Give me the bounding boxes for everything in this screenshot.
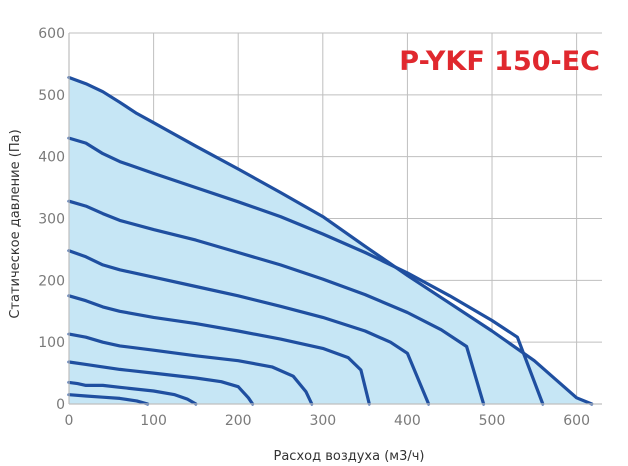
operating-area-fill — [69, 77, 592, 404]
series-line-3 — [67, 199, 486, 406]
y-tick-label: 200 — [38, 273, 65, 289]
y-tick-label: 0 — [56, 397, 65, 413]
tick-labels: 0 100 200 300 400 500 600 0 100 200 300 400 500 600 — [38, 26, 590, 429]
series-line-6 — [67, 332, 314, 406]
x-tick-label: 500 — [479, 413, 506, 429]
x-tick-label: 300 — [309, 413, 336, 429]
y-axis-title: Статическое давление (Па) — [8, 129, 23, 318]
series-line-5 — [67, 294, 371, 406]
series-line-9 — [67, 393, 150, 406]
x-tick-label: 200 — [225, 413, 252, 429]
x-axis-title: Расход воздуха (м3/ч) — [273, 449, 424, 464]
y-tick-label: 300 — [38, 212, 65, 228]
series-line-2 — [67, 136, 545, 406]
y-tick-label: 600 — [38, 26, 65, 42]
y-tick-label: 100 — [38, 335, 65, 351]
series-line-4 — [67, 249, 431, 406]
x-tick-label: 600 — [563, 413, 590, 429]
series-line-8 — [67, 380, 198, 406]
x-tick-label: 0 — [65, 413, 74, 429]
chart-title: P-YKF 150-EC — [399, 46, 600, 77]
y-tick-label: 400 — [38, 150, 65, 166]
x-tick-label: 400 — [394, 413, 421, 429]
axes — [68, 33, 602, 405]
series-line-7 — [67, 360, 255, 406]
series-line-1 — [67, 75, 594, 406]
x-tick-label: 100 — [140, 413, 167, 429]
series-lines — [67, 75, 594, 406]
y-tick-label: 500 — [38, 88, 65, 104]
